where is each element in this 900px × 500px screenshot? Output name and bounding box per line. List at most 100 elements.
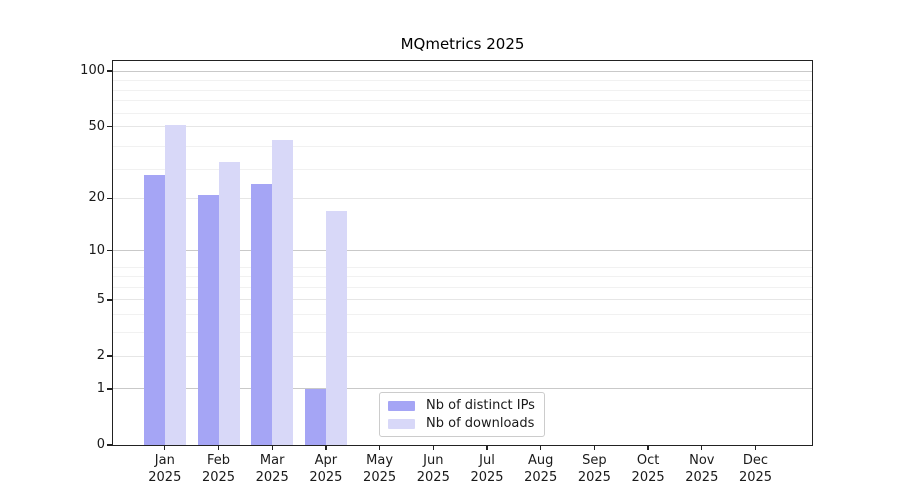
x-tick-year: 2025: [255, 470, 289, 485]
x-tick-year: 2025: [201, 470, 236, 485]
bar-downloads: [218, 161, 240, 445]
bar-downloads: [272, 140, 294, 445]
x-tick-mark: [432, 445, 434, 450]
gridline-minor: [113, 276, 812, 278]
y-tick-mark: [107, 125, 112, 128]
x-tick-month: Nov: [689, 453, 715, 468]
legend-swatch-distinct-ips: [388, 400, 415, 411]
gridline-minor: [113, 332, 812, 334]
bar-distinct-ips: [143, 175, 165, 445]
gridline-major: [113, 388, 812, 390]
x-tick-year: 2025: [148, 470, 182, 485]
legend-label-downloads: Nb of downloads: [426, 416, 535, 431]
gridline-major: [113, 250, 812, 252]
bar-downloads: [325, 210, 347, 445]
y-tick-label: 1: [96, 380, 105, 396]
x-tick-label: Feb 2025: [189, 452, 249, 486]
x-tick-month: Feb: [206, 453, 231, 468]
x-tick-year: 2025: [363, 470, 397, 485]
x-tick-mark: [217, 445, 220, 450]
gridline-minor: [113, 100, 812, 102]
x-tick-mark: [378, 445, 381, 450]
x-tick-mark: [593, 445, 596, 450]
bar-distinct-ips: [197, 194, 219, 445]
x-tick-mark: [164, 445, 166, 450]
x-tick-year: 2025: [416, 470, 450, 485]
chart-title: MQmetrics 2025: [400, 35, 525, 53]
gridline-minor: [113, 112, 812, 114]
legend-swatch-downloads: [388, 418, 415, 429]
x-tick-mark: [325, 445, 327, 450]
x-tick-year: 2025: [309, 470, 343, 485]
gridline-mid: [113, 197, 812, 199]
bar-distinct-ips: [251, 184, 273, 445]
gridline-mid: [113, 355, 812, 357]
x-tick-mark: [754, 445, 757, 450]
x-tick-year: 2025: [470, 470, 504, 485]
y-tick-label: 50: [88, 118, 105, 134]
x-tick-label: Oct 2025: [618, 452, 678, 486]
y-tick-mark: [107, 250, 112, 252]
x-tick-label: Aug 2025: [511, 452, 571, 486]
y-tick-mark: [107, 299, 112, 301]
y-tick-label: 2: [96, 348, 105, 364]
x-tick-year: 2025: [577, 470, 611, 485]
x-tick-label: Sep 2025: [564, 452, 624, 486]
x-tick-mark: [701, 445, 703, 450]
gridline-minor: [113, 314, 812, 316]
y-tick-mark: [107, 197, 112, 200]
gridline-minor: [113, 89, 812, 91]
bar-downloads: [164, 124, 186, 445]
x-tick-year: 2025: [738, 470, 773, 485]
gridline-minor: [113, 266, 812, 268]
gridline-minor: [113, 145, 812, 147]
x-tick-year: 2025: [631, 470, 665, 485]
x-tick-label: Nov 2025: [672, 452, 732, 486]
x-tick-mark: [486, 445, 488, 450]
x-tick-year: 2025: [685, 470, 719, 485]
y-tick-label: 10: [88, 242, 105, 258]
x-tick-month: Dec: [742, 453, 769, 468]
x-tick-mark: [271, 445, 273, 450]
y-tick-label: 5: [96, 291, 105, 307]
plot-area: [112, 60, 813, 446]
x-tick-label: Jan 2025: [135, 452, 195, 486]
y-tick-label: 100: [80, 63, 105, 79]
gridline-minor: [113, 80, 812, 82]
legend: Nb of distinct IPs Nb of downloads: [379, 392, 545, 437]
legend-item-distinct-ips: Nb of distinct IPs: [380, 398, 544, 413]
x-tick-year: 2025: [524, 470, 558, 485]
x-tick-month: Jun: [423, 453, 444, 468]
y-tick-mark: [107, 388, 112, 390]
y-tick-label: 0: [96, 437, 105, 452]
x-tick-month: Apr: [314, 453, 338, 468]
gridline-minor: [113, 286, 812, 288]
gridline-major: [113, 70, 812, 72]
x-tick-label: Dec 2025: [726, 452, 786, 486]
x-tick-label: May 2025: [350, 452, 410, 486]
x-tick-month: Oct: [636, 453, 660, 468]
y-tick-mark: [107, 444, 112, 446]
y-tick-mark: [107, 355, 112, 357]
x-tick-label: Mar 2025: [242, 452, 302, 486]
gridline-mid: [113, 126, 812, 128]
y-tick-mark: [107, 70, 112, 72]
legend-label-distinct-ips: Nb of distinct IPs: [426, 398, 535, 413]
x-tick-month: Aug: [527, 453, 554, 468]
x-tick-label: Jul 2025: [457, 452, 517, 486]
x-tick-month: Jul: [479, 453, 495, 468]
x-tick-month: Mar: [259, 453, 285, 468]
x-tick-mark: [540, 445, 542, 450]
legend-item-downloads: Nb of downloads: [380, 416, 544, 431]
x-tick-label: Jun 2025: [403, 452, 463, 486]
y-tick-label: 20: [88, 190, 105, 206]
x-tick-label: Apr 2025: [296, 452, 356, 486]
gridline-minor: [113, 169, 812, 171]
gridline-mid: [113, 299, 812, 301]
x-tick-month: Jan: [154, 453, 175, 468]
x-tick-mark: [647, 445, 649, 450]
x-tick-month: May: [366, 453, 394, 468]
x-tick-month: Sep: [582, 453, 607, 468]
bar-distinct-ips: [304, 388, 326, 445]
